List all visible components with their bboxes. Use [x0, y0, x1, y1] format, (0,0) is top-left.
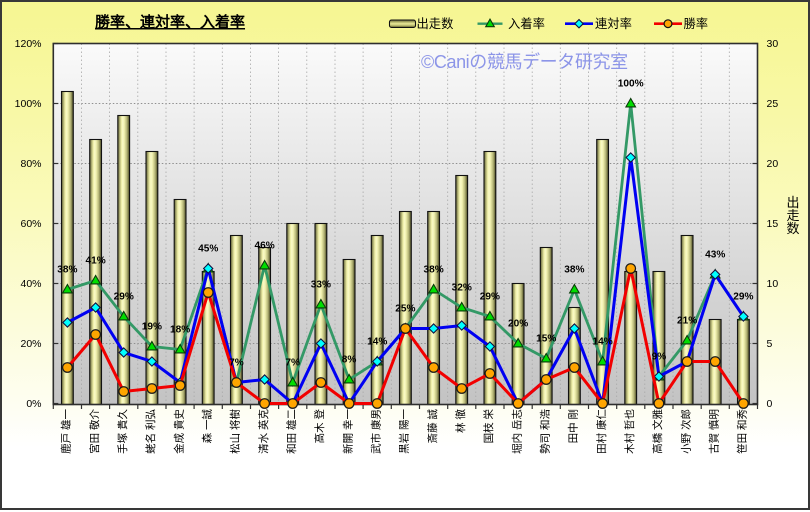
- svg-text:清水 英克: 清水 英克: [257, 409, 270, 454]
- svg-text:高木 登: 高木 登: [313, 409, 326, 444]
- svg-text:14%: 14%: [367, 337, 387, 348]
- svg-text:20: 20: [767, 158, 779, 170]
- svg-text:100%: 100%: [15, 98, 42, 110]
- svg-text:国枝 栄: 国枝 栄: [482, 409, 495, 444]
- svg-text:斎藤 誠: 斎藤 誠: [426, 409, 439, 444]
- svg-text:高橋 文雅: 高橋 文雅: [651, 409, 664, 454]
- svg-text:33%: 33%: [311, 280, 331, 291]
- svg-text:鹿戸 雄一: 鹿戸 雄一: [60, 409, 73, 454]
- svg-text:14%: 14%: [592, 337, 612, 348]
- svg-text:25: 25: [767, 98, 779, 110]
- svg-text:0%: 0%: [26, 398, 41, 410]
- svg-text:29%: 29%: [480, 292, 500, 303]
- svg-text:32%: 32%: [452, 283, 472, 294]
- svg-text:0: 0: [767, 398, 773, 410]
- svg-text:19%: 19%: [142, 322, 162, 333]
- svg-text:笹田 和秀: 笹田 和秀: [736, 409, 749, 454]
- svg-text:40%: 40%: [20, 278, 41, 290]
- svg-text:80%: 80%: [20, 158, 41, 170]
- svg-text:38%: 38%: [57, 265, 77, 276]
- svg-text:7%: 7%: [229, 358, 244, 369]
- svg-text:15: 15: [767, 218, 779, 230]
- svg-text:木村 哲也: 木村 哲也: [623, 409, 636, 454]
- svg-text:10: 10: [767, 278, 779, 290]
- svg-text:29%: 29%: [733, 292, 753, 303]
- svg-text:出走数: 出走数: [417, 16, 454, 31]
- svg-text:宮田 敬介: 宮田 敬介: [88, 409, 101, 454]
- svg-text:勝率、連対率、入着率: 勝率、連対率、入着率: [95, 13, 245, 31]
- svg-text:松山 将樹: 松山 将樹: [229, 409, 242, 454]
- svg-text:森 一誠: 森 一誠: [200, 409, 213, 444]
- svg-text:堀内 岳志: 堀内 岳志: [510, 409, 523, 454]
- svg-text:29%: 29%: [114, 292, 134, 303]
- svg-text:15%: 15%: [536, 334, 556, 345]
- svg-text:18%: 18%: [170, 325, 190, 336]
- svg-text:5: 5: [767, 338, 773, 350]
- svg-text:©Caniの競馬データ研究室: ©Caniの競馬データ研究室: [421, 52, 628, 72]
- svg-text:小野 次郎: 小野 次郎: [679, 409, 692, 454]
- svg-text:古賀 慎明: 古賀 慎明: [707, 409, 720, 454]
- svg-text:手塚 貴久: 手塚 貴久: [116, 409, 129, 454]
- svg-text:黒岩 陽一: 黒岩 陽一: [398, 409, 411, 454]
- svg-text:8%: 8%: [342, 355, 357, 366]
- svg-text:100%: 100%: [618, 79, 644, 90]
- svg-text:38%: 38%: [423, 265, 443, 276]
- svg-text:46%: 46%: [254, 241, 274, 252]
- svg-text:25%: 25%: [395, 304, 415, 315]
- svg-text:38%: 38%: [564, 265, 584, 276]
- svg-text:連対率: 連対率: [595, 16, 632, 31]
- svg-text:9%: 9%: [652, 352, 667, 363]
- svg-text:30: 30: [767, 38, 779, 50]
- svg-text:新開 幸一: 新開 幸一: [341, 409, 354, 454]
- svg-text:勝率: 勝率: [684, 16, 709, 31]
- svg-text:41%: 41%: [85, 256, 105, 267]
- svg-text:60%: 60%: [20, 218, 41, 230]
- svg-text:7%: 7%: [285, 358, 300, 369]
- svg-text:蛯名 利弘: 蛯名 利弘: [144, 409, 157, 454]
- svg-text:43%: 43%: [705, 250, 725, 261]
- svg-text:入着率: 入着率: [508, 16, 545, 31]
- svg-text:武市 康男: 武市 康男: [369, 409, 382, 454]
- svg-text:金成 貴史: 金成 貴史: [172, 409, 185, 454]
- svg-text:20%: 20%: [20, 338, 41, 350]
- svg-text:和田 雄二: 和田 雄二: [285, 409, 298, 454]
- svg-text:21%: 21%: [677, 316, 697, 327]
- svg-text:20%: 20%: [508, 319, 528, 330]
- svg-text:45%: 45%: [198, 244, 218, 255]
- svg-text:田村 康仁: 田村 康仁: [595, 409, 608, 454]
- svg-text:120%: 120%: [15, 38, 42, 50]
- svg-text:林 徹: 林 徹: [454, 409, 467, 433]
- svg-text:田中 剛: 田中 剛: [567, 409, 580, 443]
- svg-text:出走数: 出走数: [786, 195, 799, 236]
- svg-text:勢司 和浩: 勢司 和浩: [538, 409, 551, 454]
